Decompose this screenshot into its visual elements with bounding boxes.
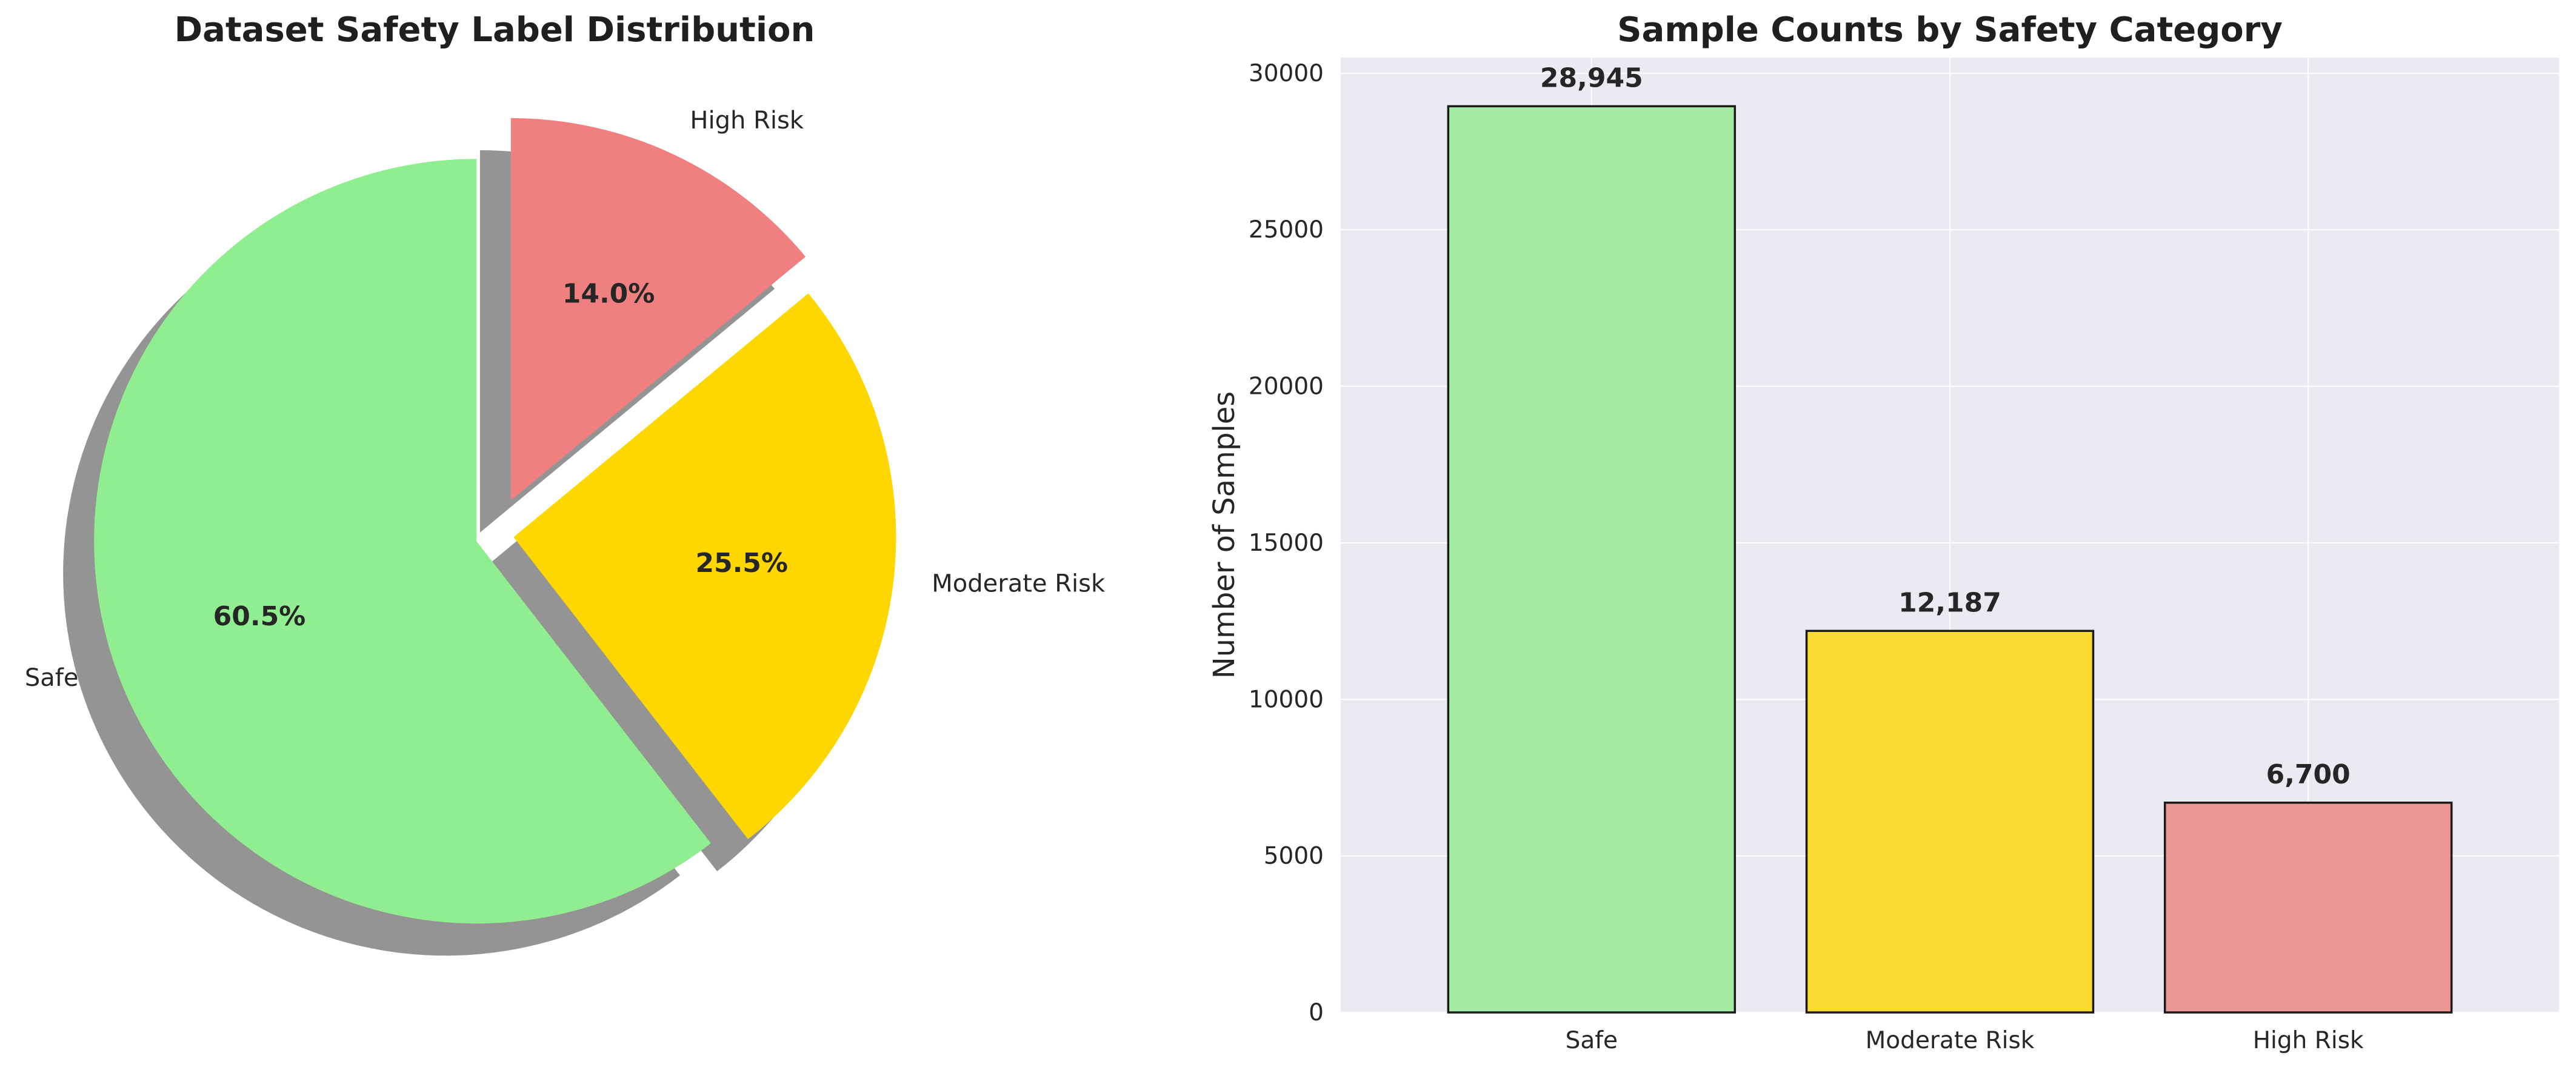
- bar-chart-title: Sample Counts by Safety Category: [1617, 10, 2283, 50]
- pie-percent-moderate-risk: 25.5%: [695, 548, 788, 579]
- pie-label-high-risk: High Risk: [690, 107, 804, 135]
- pie-label-moderate-risk: Moderate Risk: [932, 570, 1106, 598]
- y-tick-label: 5000: [1264, 843, 1324, 870]
- y-tick-label: 15000: [1249, 530, 1324, 557]
- bar-high-risk: [2165, 803, 2452, 1012]
- y-tick-label: 10000: [1249, 686, 1324, 713]
- y-axis-label: Number of Samples: [1207, 391, 1241, 679]
- pie-chart-title: Dataset Safety Label Distribution: [175, 10, 815, 50]
- bar-value-label-moderate-risk: 12,187: [1898, 587, 2001, 618]
- x-tick-label-high-risk: High Risk: [2253, 1027, 2364, 1054]
- bar-chart: Sample Counts by Safety Category 0 5000 10…: [1207, 10, 2559, 1054]
- pie-label-safe: Safe: [25, 664, 79, 692]
- y-tick-label: 20000: [1249, 373, 1324, 400]
- bar-value-label-high-risk: 6,700: [2266, 759, 2351, 790]
- bar-moderate-risk: [1807, 631, 2094, 1012]
- y-tick-label: 30000: [1249, 60, 1324, 87]
- y-tick-label: 25000: [1249, 216, 1324, 244]
- bar-safe: [1448, 106, 1735, 1012]
- pie-percent-safe: 60.5%: [213, 601, 306, 632]
- pie-percent-high-risk: 14.0%: [562, 278, 655, 309]
- y-tick-label: 0: [1309, 999, 1324, 1026]
- x-tick-label-safe: Safe: [1566, 1027, 1618, 1054]
- x-tick-label-moderate-risk: Moderate Risk: [1866, 1027, 2035, 1054]
- bar-value-label-safe: 28,945: [1540, 62, 1643, 93]
